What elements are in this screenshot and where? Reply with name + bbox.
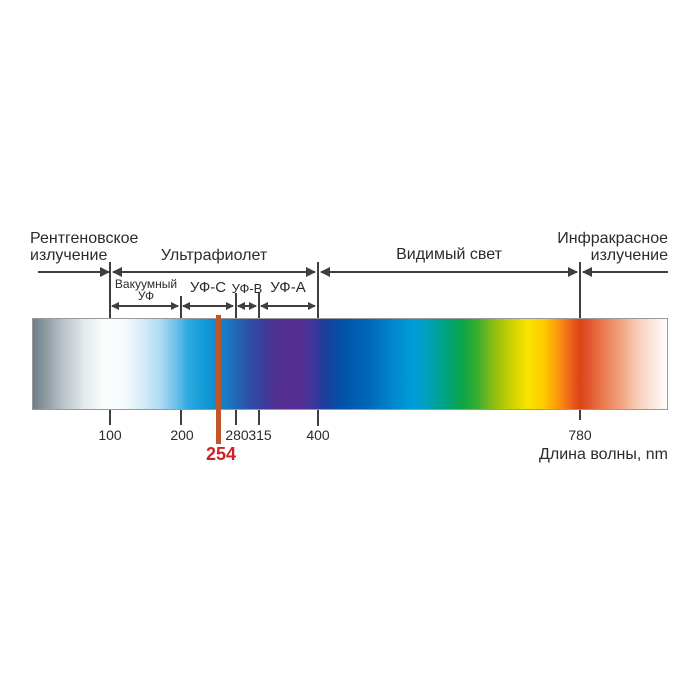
ir-region-label-line1: Инфракрасное — [557, 230, 668, 247]
tick-label-315: 315 — [248, 427, 272, 443]
visible-region-label: Видимый свет — [396, 246, 502, 263]
spectrum-bar — [32, 318, 668, 410]
uv-a-arrow — [261, 305, 315, 307]
marker-254-line — [216, 315, 221, 444]
tick-label-400: 400 — [306, 427, 330, 443]
vacuum-uv-label-line2: УФ — [137, 289, 155, 303]
visible-range-arrow — [321, 271, 577, 273]
tick-label-200: 200 — [170, 427, 194, 443]
uv-range-arrow — [113, 271, 315, 273]
tick-label-780: 780 — [568, 427, 592, 443]
ir-region-label-line2: излучение — [590, 247, 668, 264]
uv-c-label: УФ-С — [189, 279, 227, 296]
uv-b-label: УФ-В — [231, 281, 263, 296]
uv-a-label: УФ-А — [270, 279, 306, 296]
vacuum-uv-label: Вакуумный УФ — [115, 278, 177, 302]
uv-b-arrow — [238, 305, 256, 307]
xray-region-label-line1: Рентгеновское — [30, 230, 139, 247]
vacuum-uv-label-line1: Вакуумный — [114, 277, 178, 291]
xray-range-arrow — [38, 271, 109, 273]
ir-region-label: Инфракрасное излучение — [538, 230, 668, 264]
vacuum-uv-arrow — [112, 305, 178, 307]
tick-label-280: 280 — [225, 427, 249, 443]
uv-region-label: Ультрафиолет — [160, 247, 268, 264]
axis-caption: Длина волны, nm — [539, 446, 668, 463]
marker-254-label: 254 — [205, 444, 237, 464]
xray-region-label: Рентгеновское излучение — [30, 230, 138, 264]
tick-label-100: 100 — [98, 427, 122, 443]
uv-c-arrow — [183, 305, 233, 307]
ir-range-arrow — [583, 271, 668, 273]
xray-region-label-line2: излучение — [30, 247, 108, 264]
